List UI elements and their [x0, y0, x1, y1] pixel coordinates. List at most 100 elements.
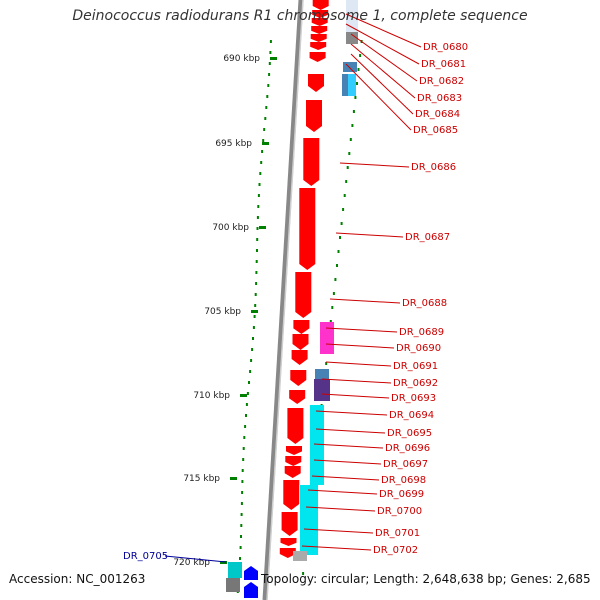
forward-gene-arrow — [287, 408, 304, 444]
leader-line — [313, 459, 382, 465]
skew-dot — [331, 306, 334, 309]
scale-tick-label: 705 kbp — [204, 307, 241, 317]
cog-box — [310, 405, 324, 485]
gene-label: DR_0685 — [413, 125, 458, 136]
forward-gene-arrow — [312, 0, 329, 10]
skew-dot — [346, 166, 349, 169]
forward-gene-arrow — [283, 480, 300, 510]
gc-dot — [240, 502, 243, 505]
skew-dot — [343, 194, 346, 197]
gc-dot — [240, 524, 243, 527]
gene-label: DR_0692 — [393, 378, 438, 389]
skew-dot — [302, 572, 305, 575]
gc-dot — [267, 84, 270, 87]
scale-tick-label: 700 kbp — [212, 223, 249, 233]
gene-label: DR_0697 — [383, 459, 428, 470]
cog-box — [320, 322, 334, 354]
gene-label: DR_0705 — [123, 551, 168, 562]
scale-tick — [220, 561, 227, 564]
gene-label: DR_0699 — [379, 489, 424, 500]
backbone-highlight — [266, 0, 304, 600]
skew-dot — [354, 96, 357, 99]
gc-dot — [256, 216, 259, 219]
gc-dot — [255, 282, 258, 285]
gc-dot — [244, 425, 247, 428]
skew-dot — [336, 264, 338, 267]
gene-label: DR_0687 — [405, 232, 450, 243]
skew-dot — [329, 320, 332, 323]
gc-dot — [256, 227, 259, 230]
cog-box — [343, 62, 357, 72]
gc-dot — [260, 161, 263, 164]
leader-line — [315, 410, 388, 416]
skew-dot — [349, 138, 352, 141]
cog-box — [293, 551, 307, 561]
gc-dot — [243, 436, 246, 439]
scale-tick — [259, 226, 266, 229]
cog-box — [346, 0, 358, 32]
gc-dot — [268, 73, 271, 76]
gc-dot — [246, 392, 249, 395]
gc-dot — [253, 315, 256, 318]
leader-line — [350, 33, 418, 82]
scale-tick — [240, 394, 247, 397]
skew-dot — [352, 110, 355, 113]
forward-gene-arrow — [280, 538, 297, 546]
reverse-gene-arrow — [244, 566, 258, 580]
leader-line — [164, 555, 227, 563]
skew-dot — [337, 250, 340, 253]
gc-dot — [266, 95, 269, 98]
gene-label: DR_0696 — [385, 443, 430, 454]
gc-dot — [263, 128, 266, 131]
scale-tick-label: 695 kbp — [215, 139, 252, 149]
gc-dot — [242, 447, 245, 450]
scale-tick-label: 690 kbp — [223, 54, 260, 64]
skew-dot — [359, 54, 362, 57]
forward-gene-arrow — [311, 18, 328, 26]
gc-dot — [259, 172, 262, 175]
gene-label: DR_0684 — [415, 109, 460, 120]
gene-label: DR_0683 — [417, 93, 462, 104]
scale-tick-label: 720 kbp — [173, 558, 210, 568]
gc-dot — [262, 139, 265, 142]
accession-text: Accession: NC_001263 — [9, 572, 146, 586]
skew-dot — [339, 236, 341, 239]
cog-box — [315, 369, 329, 379]
cog-box — [226, 578, 240, 592]
scale-tick — [251, 310, 258, 313]
gene-label: DR_0690 — [396, 343, 441, 354]
leader-line — [321, 378, 392, 384]
cog-box — [346, 32, 358, 44]
forward-gene-arrow — [290, 370, 307, 386]
gc-dot — [254, 304, 257, 307]
skew-dot — [356, 82, 358, 85]
gene-label: DR_0700 — [377, 506, 422, 517]
leader-line — [307, 489, 378, 495]
leader-line — [313, 443, 384, 449]
leader-line — [345, 13, 422, 48]
gene-label: DR_0688 — [402, 298, 447, 309]
gc-dot — [240, 513, 243, 516]
leader-line — [345, 23, 420, 65]
gc-dot — [258, 183, 261, 186]
gc-dot — [257, 205, 260, 208]
gc-dot — [269, 51, 272, 54]
scale-tick — [270, 57, 277, 60]
gc-dot — [252, 337, 254, 340]
skew-dot — [351, 124, 354, 127]
gc-dot — [252, 326, 255, 329]
cog-box — [314, 379, 330, 401]
gc-dot — [257, 194, 260, 197]
gene-label: DR_0695 — [387, 428, 432, 439]
gc-dot — [248, 381, 250, 384]
gene-label: DR_0698 — [381, 475, 426, 486]
leader-line — [350, 43, 416, 99]
leader-line — [311, 475, 380, 481]
gene-label: DR_0693 — [391, 393, 436, 404]
forward-gene-arrow — [293, 320, 310, 334]
map-title: Deinococcus radiodurans R1 chromosome 1,… — [72, 8, 528, 24]
gc-dot — [261, 150, 264, 153]
forward-gene-arrow — [281, 512, 298, 536]
forward-gene-arrow — [303, 138, 320, 186]
